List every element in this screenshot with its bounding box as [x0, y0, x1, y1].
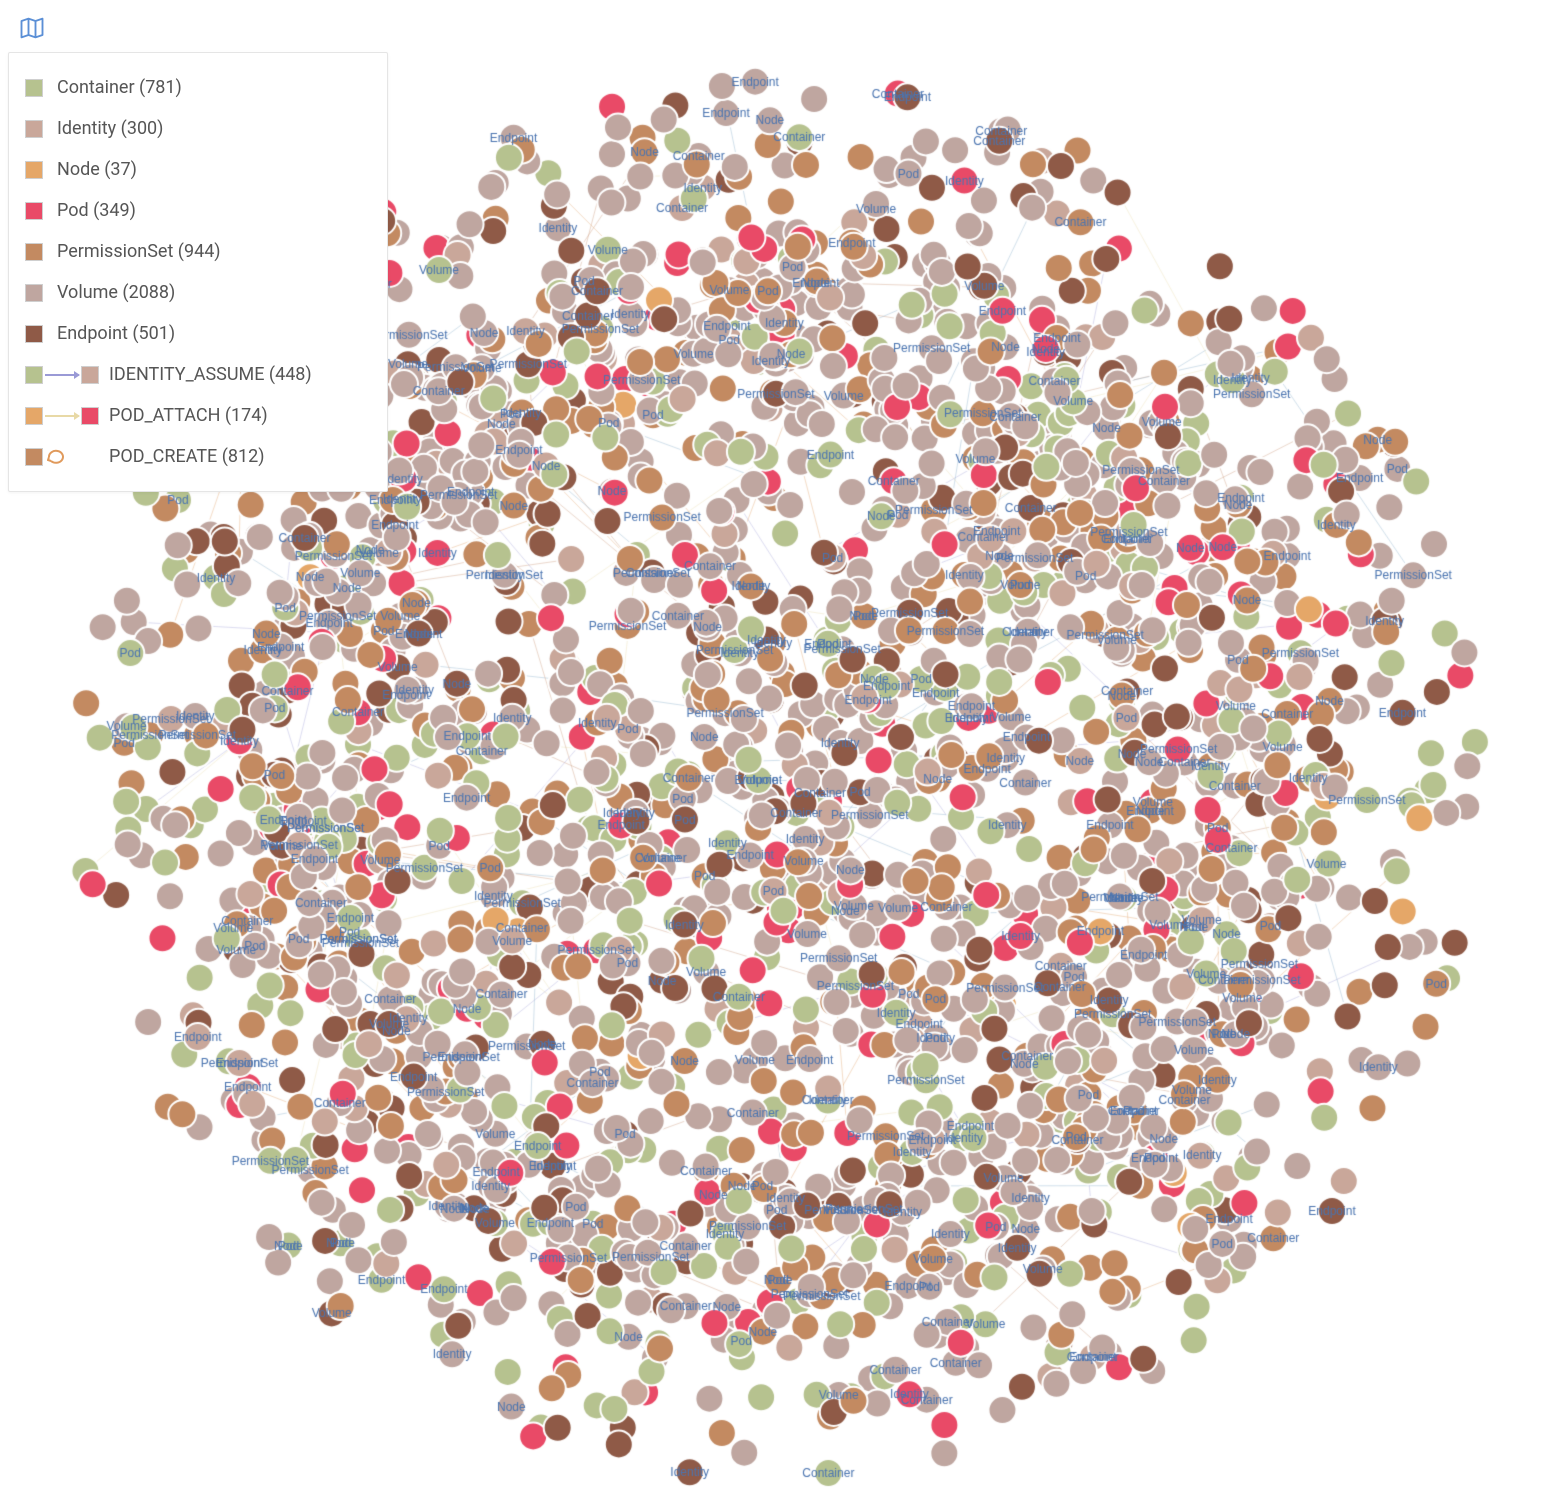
legend-item-volume[interactable]: Volume (2088) — [25, 272, 371, 313]
legend-swatch — [25, 202, 43, 220]
legend-edge-swatch — [25, 448, 99, 466]
legend-swatch — [25, 325, 43, 343]
legend-swatch — [25, 243, 43, 261]
legend-item-label: Identity (300) — [57, 118, 163, 139]
legend-item-label: Endpoint (501) — [57, 323, 175, 344]
legend-item-label: Volume (2088) — [57, 282, 175, 303]
legend-item-node[interactable]: Node (37) — [25, 149, 371, 190]
legend-swatch — [25, 79, 43, 97]
legend-item-pod_attach[interactable]: POD_ATTACH (174) — [25, 395, 371, 436]
legend-swatch — [25, 284, 43, 302]
legend-edge-swatch — [25, 407, 99, 425]
legend-swatch — [25, 161, 43, 179]
legend-swatch — [25, 120, 43, 138]
legend-item-label: POD_CREATE (812) — [109, 446, 265, 467]
graph-legend-panel[interactable]: Container (781) Identity (300) Node (37) Po… — [8, 52, 388, 492]
legend-item-container[interactable]: Container (781) — [25, 67, 371, 108]
legend-item-identity[interactable]: Identity (300) — [25, 108, 371, 149]
legend-item-label: PermissionSet (944) — [57, 241, 221, 262]
legend-item-permissionset[interactable]: PermissionSet (944) — [25, 231, 371, 272]
map-icon — [18, 14, 46, 42]
legend-item-label: Node (37) — [57, 159, 137, 180]
legend-item-label: POD_ATTACH (174) — [109, 405, 268, 426]
legend-item-pod[interactable]: Pod (349) — [25, 190, 371, 231]
legend-item-identity_assume[interactable]: IDENTITY_ASSUME (448) — [25, 354, 371, 395]
legend-item-pod_create[interactable]: POD_CREATE (812) — [25, 436, 371, 477]
map-toggle-button[interactable] — [18, 14, 46, 42]
legend-item-label: Pod (349) — [57, 200, 136, 221]
legend-item-label: IDENTITY_ASSUME (448) — [109, 364, 312, 385]
legend-edge-swatch — [25, 366, 99, 384]
legend-item-endpoint[interactable]: Endpoint (501) — [25, 313, 371, 354]
legend-item-label: Container (781) — [57, 77, 182, 98]
